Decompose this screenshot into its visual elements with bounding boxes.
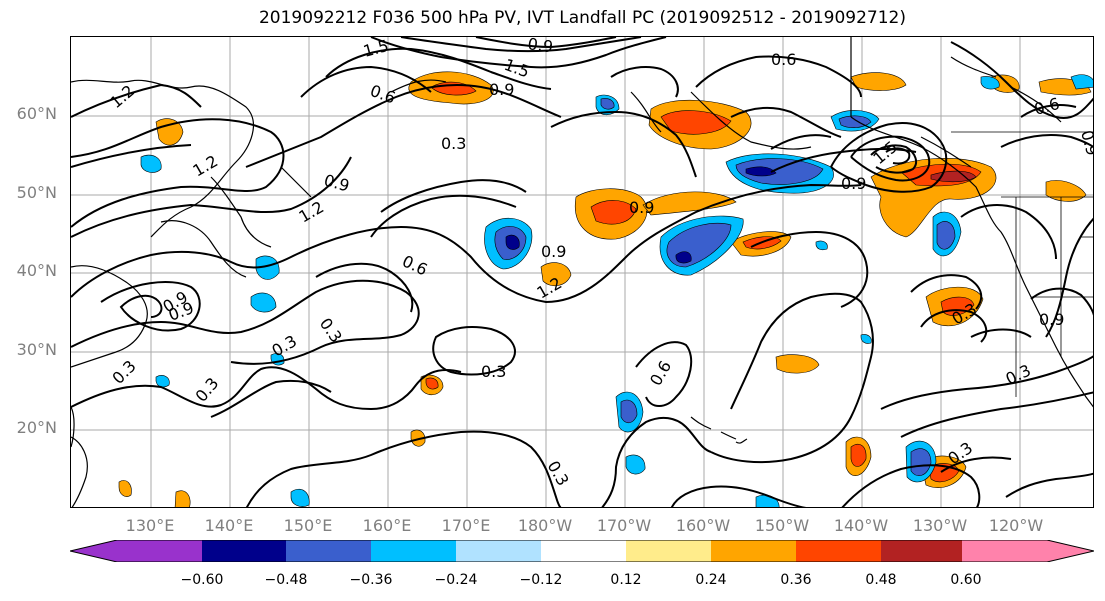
contour-label: 0.9 <box>322 171 352 196</box>
colorbar-segment <box>202 540 287 562</box>
lon-label: 140°E <box>204 516 254 535</box>
contour-label: 0.3 <box>481 362 506 381</box>
lat-label: 40°N <box>16 261 57 280</box>
lon-label: 130°W <box>912 516 968 535</box>
lon-label: 160°E <box>362 516 412 535</box>
contour-label: 0.6 <box>368 81 398 108</box>
lon-label: 170°W <box>596 516 652 535</box>
lat-label: 20°N <box>16 418 57 437</box>
contour-label: 0.3 <box>544 458 573 490</box>
colorbar-segment <box>626 540 712 562</box>
lon-label: 180°W <box>517 516 573 535</box>
colorbar-tick: 0.36 <box>780 572 812 588</box>
colorbar <box>70 540 1094 562</box>
contour-label: 0.9 <box>841 174 866 193</box>
colorbar-segment <box>371 540 457 562</box>
lon-label: 150°W <box>754 516 810 535</box>
ivt-negative-anomalies <box>140 74 1093 507</box>
colorbar-segment <box>711 540 797 562</box>
contour-label: 0.6 <box>771 50 796 69</box>
lat-label: 60°N <box>16 104 57 123</box>
map-panel: 1.5 0.9 1.5 0.6 0.9 0.6 1.2 0.3 1.2 0.9 … <box>70 36 1094 508</box>
colorbar-segment <box>881 540 967 562</box>
map-title: 2019092212 F036 500 hPa PV, IVT Landfall… <box>258 8 906 28</box>
contour-label: 0.3 <box>192 374 223 406</box>
contour-label: 0.6 <box>1032 94 1062 119</box>
colorbar-tick: 0.60 <box>950 572 982 588</box>
contour-label: 1.5 <box>361 37 391 61</box>
lon-label: 130°E <box>125 516 175 535</box>
contour-label: 0.9 <box>1039 310 1064 329</box>
contour-label: 1.2 <box>190 151 222 180</box>
map-svg: 1.5 0.9 1.5 0.6 0.9 0.6 1.2 0.3 1.2 0.9 … <box>71 37 1094 507</box>
lon-label: 120°W <box>988 516 1044 535</box>
lon-label: 160°W <box>675 516 731 535</box>
colorbar-tick: −0.24 <box>434 572 478 588</box>
contour-label: 0.6 <box>646 357 675 389</box>
colorbar-extend-high <box>962 540 1094 562</box>
colorbar-tick: 0.24 <box>695 572 727 588</box>
contour-label: 0.9 <box>489 80 514 99</box>
contour-label: 0.9 <box>541 242 566 261</box>
lon-label: 140°W <box>833 516 889 535</box>
pv-contours <box>71 37 1093 507</box>
colorbar-segment <box>796 540 882 562</box>
borders <box>850 37 1093 397</box>
contour-label: 1.2 <box>106 81 138 112</box>
lon-label: 170°E <box>441 516 491 535</box>
lat-label: 30°N <box>16 340 57 359</box>
ivt-positive-anomalies <box>118 71 1092 507</box>
colorbar-segment <box>286 540 372 562</box>
colorbar-segment <box>456 540 542 562</box>
colorbar-tick: −0.36 <box>349 572 393 588</box>
colorbar-tick: −0.48 <box>264 572 308 588</box>
colorbar-extend-low <box>70 540 202 562</box>
contour-label: 0.9 <box>526 37 554 57</box>
lat-label: 50°N <box>16 183 57 202</box>
colorbar-tick: −0.12 <box>519 572 563 588</box>
lon-label: 150°E <box>283 516 333 535</box>
contour-label: 0.9 <box>1077 128 1094 158</box>
colorbar-tick: −0.60 <box>180 572 224 588</box>
contour-label: 0.3 <box>441 134 466 153</box>
colorbar-tick: 0.12 <box>610 572 642 588</box>
contour-label: 0.6 <box>399 251 430 279</box>
contour-label: 1.2 <box>296 197 328 226</box>
graticule <box>71 37 1093 507</box>
contour-label: 0.3 <box>108 356 139 387</box>
colorbar-segment <box>541 540 627 562</box>
colorbar-tick: 0.48 <box>865 572 897 588</box>
contour-label: 0.9 <box>629 198 654 217</box>
